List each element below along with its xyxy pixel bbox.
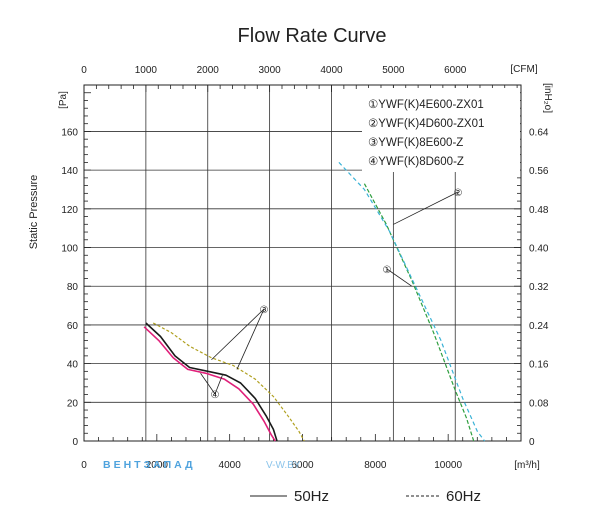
- bottom-legend: 50Hz 60Hz: [250, 488, 481, 505]
- bottom-tick-label: 6000: [291, 460, 314, 471]
- curve-④-50Hz: [143, 326, 276, 442]
- left-tick-label: 20: [67, 398, 79, 409]
- left-axis-unit: [Pa]: [58, 91, 69, 109]
- legend-entry: ②YWF(K)4D600-ZX01: [368, 118, 484, 130]
- annotation-marker: ③: [260, 305, 269, 316]
- left-tick-label: 140: [61, 166, 78, 177]
- annotation-leader: [214, 375, 223, 395]
- annotation-leader: [200, 373, 216, 395]
- right-tick-label: 0.56: [529, 166, 549, 177]
- legend-50hz-label: 50Hz: [294, 488, 329, 505]
- top-tick-label: 5000: [382, 65, 405, 76]
- curve-③④-60Hz: [152, 322, 305, 442]
- top-tick-label: 2000: [197, 65, 220, 76]
- annotation-leader: [386, 268, 412, 287]
- left-tick-label: 80: [67, 282, 79, 293]
- watermark-text: ВЕНТЗАПАД: [103, 459, 196, 471]
- right-axis-unit: [inH₂o]: [542, 83, 553, 113]
- right-tick-label: 0.16: [529, 360, 549, 371]
- top-tick-label: 4000: [320, 65, 343, 76]
- annotation-marker: ①: [383, 265, 392, 276]
- left-tick-label: 60: [67, 321, 79, 332]
- chart-title: Flow Rate Curve: [238, 25, 387, 47]
- legend-entry: ①YWF(K)4E600-ZX01: [368, 99, 484, 111]
- annotations: ① ② ③ ④: [200, 188, 463, 401]
- watermark-url: V-W.BY: [266, 460, 301, 471]
- left-tick-label: 120: [61, 205, 78, 216]
- bottom-tick-label: 2000: [146, 460, 169, 471]
- left-tick-label: 0: [72, 437, 78, 448]
- bottom-tick-label: 4000: [219, 460, 242, 471]
- left-tick-label: 100: [61, 244, 78, 255]
- right-tick-label: 0.64: [529, 127, 549, 138]
- right-tick-label: 0.32: [529, 282, 549, 293]
- annotation-leader: [393, 191, 459, 225]
- y-axis-title: Static Pressure: [28, 175, 40, 250]
- bottom-axis-unit: [m³/h]: [514, 460, 540, 471]
- curves: [143, 161, 486, 442]
- right-tick-label: 0.08: [529, 398, 549, 409]
- right-tick-label: 0.24: [529, 321, 549, 332]
- bottom-tick-label: 10000: [434, 460, 462, 471]
- top-tick-label: 6000: [444, 65, 467, 76]
- bottom-tick-label: 8000: [364, 460, 387, 471]
- left-tick-label: 40: [67, 360, 79, 371]
- right-tick-label: 0.40: [529, 244, 549, 255]
- top-tick-label: 3000: [258, 65, 281, 76]
- annotation-marker: ④: [211, 390, 220, 401]
- curve-③-50Hz: [145, 322, 278, 442]
- legend-background: [362, 88, 520, 172]
- annotation-leader: [236, 308, 265, 370]
- right-tick-label: 0.48: [529, 205, 549, 216]
- curve-②-60Hz: [338, 161, 486, 442]
- annotation-leader: [211, 308, 265, 361]
- left-tick-label: 160: [61, 127, 78, 138]
- annotation-marker: ②: [454, 188, 463, 199]
- top-tick-label: 1000: [135, 65, 158, 76]
- bottom-tick-label: 0: [81, 460, 87, 471]
- top-axis-unit: [CFM]: [510, 64, 537, 75]
- curve-①-50Hz: [363, 183, 475, 442]
- right-tick-label: 0: [529, 437, 535, 448]
- legend-60hz-label: 60Hz: [446, 488, 481, 505]
- legend-entry: ④YWF(K)8D600-Z: [368, 156, 464, 168]
- series-legend: ①YWF(K)4E600-ZX01 ②YWF(K)4D600-ZX01 ③YWF(K…: [362, 88, 520, 172]
- top-tick-label: 0: [81, 65, 87, 76]
- legend-entry: ③YWF(K)8E600-Z: [368, 137, 463, 149]
